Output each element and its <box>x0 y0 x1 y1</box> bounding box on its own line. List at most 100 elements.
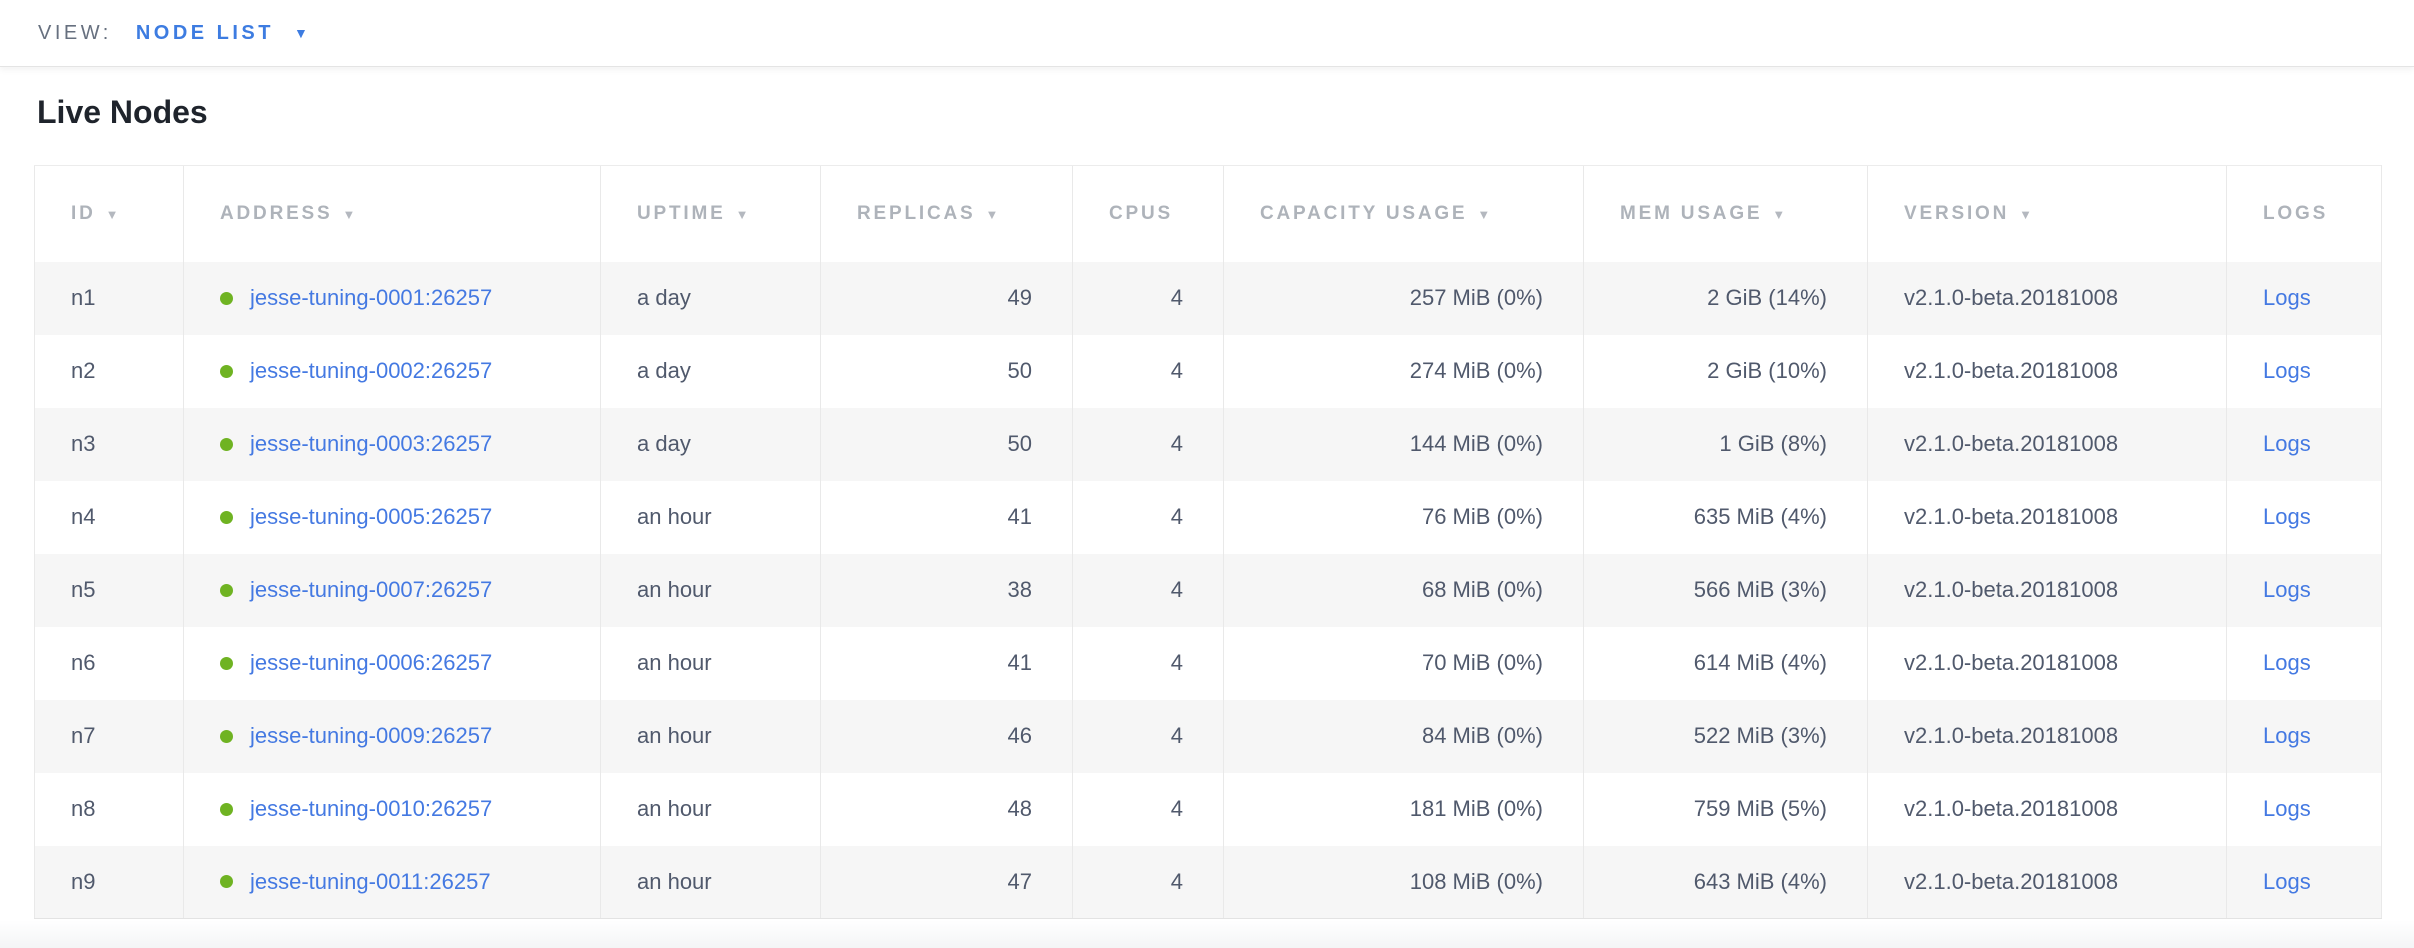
node-mem-usage: 2 GiB (14%) <box>1583 261 1868 335</box>
node-address-link[interactable]: jesse-tuning-0003:26257 <box>250 431 493 456</box>
node-mem-usage: 2 GiB (10%) <box>1583 334 1868 408</box>
node-cpus: 4 <box>1072 553 1224 627</box>
node-live-status-icon <box>220 875 233 889</box>
column-header-mem-usage[interactable]: MEM USAGE ▼ <box>1583 165 1868 262</box>
column-header-capacity-usage[interactable]: CAPACITY USAGE ▼ <box>1223 165 1584 262</box>
node-replicas: 49 <box>820 261 1073 335</box>
node-replicas: 41 <box>820 480 1073 554</box>
column-header-logs: LOGS <box>2226 165 2382 262</box>
node-cpus: 4 <box>1072 480 1224 554</box>
panel-bottom-shadow <box>0 920 2414 948</box>
live-nodes-table: ID ▼ ADDRESS ▼ UPTIME ▼ REPLICAS ▼ CPUS CAPA… <box>34 165 2382 919</box>
node-address-link[interactable]: jesse-tuning-0009:26257 <box>250 723 493 748</box>
column-header-cpus: CPUS <box>1072 165 1224 262</box>
node-address-link[interactable]: jesse-tuning-0002:26257 <box>250 358 493 383</box>
node-uptime: an hour <box>600 699 821 773</box>
node-logs-cell: Logs <box>2226 699 2382 773</box>
logs-link[interactable]: Logs <box>2263 285 2311 310</box>
view-label: VIEW: <box>38 21 112 44</box>
node-version: v2.1.0-beta.20181008 <box>1867 699 2227 773</box>
view-dropdown[interactable]: NODE LIST ▼ <box>136 22 308 45</box>
node-address-cell: jesse-tuning-0011:26257 <box>183 845 601 919</box>
node-logs-cell: Logs <box>2226 261 2382 335</box>
node-live-status-icon <box>220 364 233 378</box>
node-cpus: 4 <box>1072 699 1224 773</box>
node-address-link[interactable]: jesse-tuning-0006:26257 <box>250 650 493 675</box>
column-header-address[interactable]: ADDRESS ▼ <box>183 165 601 262</box>
node-replicas: 41 <box>820 626 1073 700</box>
logs-link[interactable]: Logs <box>2263 796 2311 821</box>
node-uptime: a day <box>600 407 821 481</box>
node-replicas: 46 <box>820 699 1073 773</box>
table-row: n4 jesse-tuning-0005:26257 an hour 41 4 … <box>34 480 2382 554</box>
node-address-link[interactable]: jesse-tuning-0011:26257 <box>250 868 491 894</box>
sort-caret-icon: ▼ <box>1477 206 1491 222</box>
logs-link[interactable]: Logs <box>2263 577 2311 602</box>
node-uptime: an hour <box>600 553 821 627</box>
node-capacity-usage: 70 MiB (0%) <box>1223 626 1584 700</box>
node-uptime: an hour <box>600 772 821 846</box>
node-version: v2.1.0-beta.20181008 <box>1867 772 2227 846</box>
node-logs-cell: Logs <box>2226 845 2382 919</box>
node-live-status-icon <box>220 437 233 451</box>
node-version: v2.1.0-beta.20181008 <box>1867 480 2227 554</box>
node-address-link[interactable]: jesse-tuning-0005:26257 <box>250 504 493 529</box>
node-cpus: 4 <box>1072 334 1224 408</box>
node-capacity-usage: 84 MiB (0%) <box>1223 699 1584 773</box>
table-row: n1 jesse-tuning-0001:26257 a day 49 4 25… <box>34 261 2382 335</box>
column-header-uptime[interactable]: UPTIME ▼ <box>600 165 821 262</box>
node-logs-cell: Logs <box>2226 334 2382 408</box>
node-address-cell: jesse-tuning-0010:26257 <box>183 772 601 846</box>
node-logs-cell: Logs <box>2226 407 2382 481</box>
logs-link[interactable]: Logs <box>2263 504 2311 529</box>
node-id: n8 <box>34 772 184 846</box>
caret-down-icon: ▼ <box>293 25 308 41</box>
logs-link[interactable]: Logs <box>2263 650 2311 675</box>
node-id: n2 <box>34 334 184 408</box>
table-row: n3 jesse-tuning-0003:26257 a day 50 4 14… <box>34 407 2382 481</box>
node-version: v2.1.0-beta.20181008 <box>1867 553 2227 627</box>
node-version: v2.1.0-beta.20181008 <box>1867 626 2227 700</box>
node-uptime: a day <box>600 261 821 335</box>
view-dropdown-value: NODE LIST <box>135 21 274 44</box>
node-mem-usage: 643 MiB (4%) <box>1583 845 1868 919</box>
node-uptime: an hour <box>600 480 821 554</box>
logs-link[interactable]: Logs <box>2263 358 2311 383</box>
node-mem-usage: 759 MiB (5%) <box>1583 772 1868 846</box>
node-version: v2.1.0-beta.20181008 <box>1867 334 2227 408</box>
node-id: n4 <box>34 480 184 554</box>
table-row: n9 jesse-tuning-0011:26257 an hour 47 4 … <box>34 845 2382 919</box>
sort-caret-icon: ▼ <box>735 206 749 222</box>
node-capacity-usage: 68 MiB (0%) <box>1223 553 1584 627</box>
logs-link[interactable]: Logs <box>2263 723 2311 748</box>
node-address-link[interactable]: jesse-tuning-0007:26257 <box>250 577 493 602</box>
node-id: n5 <box>34 553 184 627</box>
node-cpus: 4 <box>1072 407 1224 481</box>
column-header-version[interactable]: VERSION ▼ <box>1867 165 2227 262</box>
node-replicas: 50 <box>820 407 1073 481</box>
node-live-status-icon <box>220 656 233 670</box>
node-capacity-usage: 274 MiB (0%) <box>1223 334 1584 408</box>
node-id: n7 <box>34 699 184 773</box>
node-replicas: 48 <box>820 772 1073 846</box>
table-header-row: ID ▼ ADDRESS ▼ UPTIME ▼ REPLICAS ▼ CPUS CAPA… <box>34 165 2382 262</box>
node-cpus: 4 <box>1072 845 1224 919</box>
node-cpus: 4 <box>1072 626 1224 700</box>
node-mem-usage: 635 MiB (4%) <box>1583 480 1868 554</box>
view-bar: VIEW: NODE LIST ▼ <box>0 0 2414 67</box>
node-uptime: an hour <box>600 626 821 700</box>
node-uptime: an hour <box>600 845 821 919</box>
column-header-replicas[interactable]: REPLICAS ▼ <box>820 165 1073 262</box>
node-capacity-usage: 108 MiB (0%) <box>1223 845 1584 919</box>
node-version: v2.1.0-beta.20181008 <box>1867 845 2227 919</box>
node-id: n1 <box>34 261 184 335</box>
node-live-status-icon <box>220 802 233 816</box>
node-capacity-usage: 181 MiB (0%) <box>1223 772 1584 846</box>
node-mem-usage: 1 GiB (8%) <box>1583 407 1868 481</box>
logs-link[interactable]: Logs <box>2263 431 2311 456</box>
node-live-status-icon <box>220 291 233 305</box>
node-address-link[interactable]: jesse-tuning-0010:26257 <box>250 796 493 821</box>
node-address-link[interactable]: jesse-tuning-0001:26257 <box>250 285 493 310</box>
logs-link[interactable]: Logs <box>2263 868 2311 894</box>
column-header-id[interactable]: ID ▼ <box>34 165 184 262</box>
